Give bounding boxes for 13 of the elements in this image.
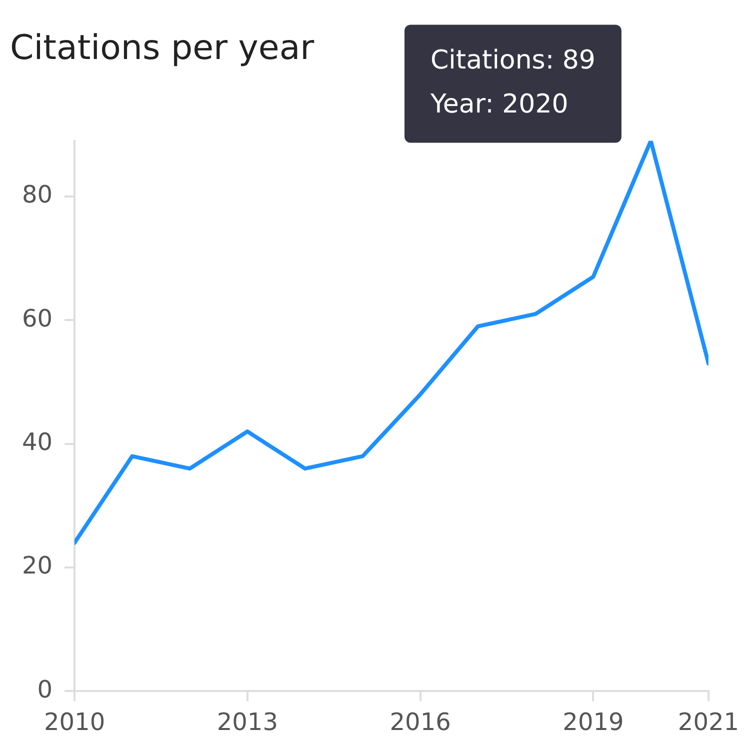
y-tick-label: 20	[22, 552, 53, 580]
x-tick-label: 2016	[390, 708, 451, 736]
y-tick-label: 0	[37, 675, 53, 704]
text: Citations: 89	[430, 46, 596, 76]
x-tick-label: 2021	[678, 708, 739, 736]
y-tick-label: 80	[22, 180, 53, 209]
x-tick-label: 2010	[44, 708, 106, 736]
text: Year: 2020	[430, 90, 568, 120]
y-tick-label: 40	[22, 428, 53, 456]
chart-title: Citations per year	[10, 28, 314, 68]
y-tick-label: 60	[22, 304, 53, 332]
x-tick-label: 2019	[562, 708, 624, 736]
x-tick-label: 2013	[216, 708, 278, 736]
